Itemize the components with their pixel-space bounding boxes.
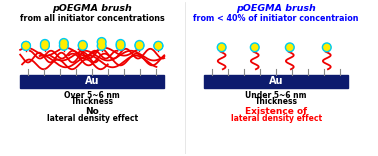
Circle shape <box>285 43 294 52</box>
Text: pOEGMA brush: pOEGMA brush <box>236 4 316 13</box>
Circle shape <box>154 41 163 50</box>
Circle shape <box>78 41 87 50</box>
Text: Under 5~6 nm: Under 5~6 nm <box>245 91 307 100</box>
Text: from < 40% of initiator concentraion: from < 40% of initiator concentraion <box>194 14 359 23</box>
Text: pOEGMA brush: pOEGMA brush <box>52 4 132 13</box>
Circle shape <box>42 43 48 49</box>
Circle shape <box>59 41 68 50</box>
Circle shape <box>59 39 68 47</box>
Circle shape <box>155 43 161 49</box>
Circle shape <box>99 39 105 45</box>
Text: No: No <box>85 107 99 116</box>
Text: Thickness: Thickness <box>71 98 114 106</box>
Circle shape <box>118 43 124 49</box>
Circle shape <box>23 43 29 49</box>
Circle shape <box>155 43 161 49</box>
Text: lateral density effect: lateral density effect <box>46 114 138 123</box>
Circle shape <box>61 43 67 49</box>
Circle shape <box>252 44 258 50</box>
Circle shape <box>23 43 29 49</box>
Circle shape <box>80 43 86 49</box>
Circle shape <box>99 43 105 49</box>
Circle shape <box>135 41 144 49</box>
Circle shape <box>219 44 225 50</box>
Text: Over 5~6 nm: Over 5~6 nm <box>64 91 120 100</box>
Bar <box>20 75 164 88</box>
Circle shape <box>136 43 143 49</box>
Text: Thickness: Thickness <box>255 98 297 106</box>
Circle shape <box>135 41 144 50</box>
Circle shape <box>22 41 30 50</box>
Circle shape <box>322 43 331 52</box>
Text: Au: Au <box>85 76 99 86</box>
Circle shape <box>324 44 330 50</box>
Circle shape <box>42 41 48 47</box>
Circle shape <box>116 40 125 48</box>
Circle shape <box>40 40 49 48</box>
Text: Au: Au <box>269 76 284 86</box>
Bar <box>204 75 348 88</box>
Circle shape <box>97 41 106 50</box>
Circle shape <box>250 43 259 52</box>
Circle shape <box>61 40 67 46</box>
Circle shape <box>78 41 87 49</box>
Circle shape <box>116 41 125 50</box>
Circle shape <box>287 44 293 50</box>
Text: Existence of: Existence of <box>245 107 307 116</box>
Circle shape <box>40 41 49 50</box>
Circle shape <box>97 38 106 46</box>
Circle shape <box>22 41 30 50</box>
Circle shape <box>80 42 86 48</box>
Text: from all initiator concentrations: from all initiator concentrations <box>20 14 164 23</box>
Circle shape <box>217 43 226 52</box>
Circle shape <box>154 41 163 50</box>
Text: lateral density effect: lateral density effect <box>231 114 322 123</box>
Circle shape <box>118 41 124 47</box>
Circle shape <box>136 42 143 48</box>
